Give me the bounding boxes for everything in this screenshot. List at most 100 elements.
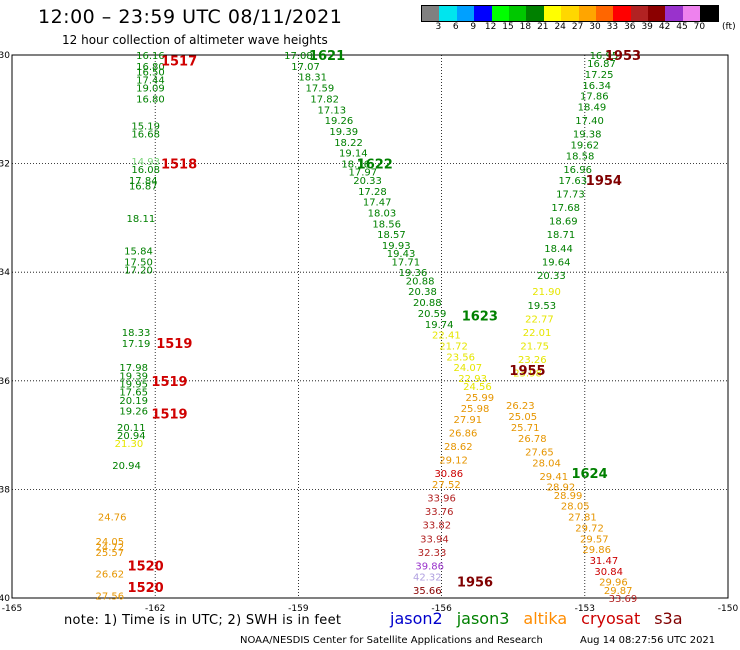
satellite-legend-jason3: jason3 xyxy=(456,609,510,628)
legend-swatch xyxy=(682,6,701,21)
swh-value-label: 23.56 xyxy=(446,352,475,363)
swh-value-label: 27.81 xyxy=(568,513,597,524)
legend-swatch xyxy=(700,6,718,21)
track-label: 1623 xyxy=(462,310,498,325)
legend-tick-label: 9 xyxy=(470,22,477,32)
swh-value-label: 22.77 xyxy=(525,314,554,325)
legend-swatch xyxy=(491,6,509,21)
legend-swatch xyxy=(508,6,527,21)
swh-value-label: 28.04 xyxy=(532,458,561,469)
swh-value-label: 16.80 xyxy=(136,94,165,105)
swh-value-label: 18.44 xyxy=(544,244,573,255)
swh-value-label: 17.73 xyxy=(556,189,585,200)
swh-value-label: 20.19 xyxy=(119,396,148,407)
swh-value-label: 18.69 xyxy=(549,217,578,228)
legend-tick-label: 36 xyxy=(624,22,636,32)
swh-value-label: 16.87 xyxy=(587,59,616,70)
footer-timestamp: Aug 14 08:27:56 UTC 2021 xyxy=(580,635,716,646)
legend-tick-label: 6 xyxy=(452,22,459,32)
swh-value-label: 32.33 xyxy=(418,548,447,559)
y-tick-label: -30 xyxy=(0,51,10,61)
swh-value-label: 24.72 xyxy=(96,542,125,553)
legend-swatch xyxy=(665,6,683,21)
swh-value-label: 20.38 xyxy=(408,287,437,298)
legend-swatch xyxy=(613,6,631,21)
swh-value-label: 19.26 xyxy=(325,116,354,127)
swh-value-label: 19.74 xyxy=(425,320,454,331)
swh-value-label: 19.26 xyxy=(119,407,148,418)
swh-value-label: 17.50 xyxy=(124,257,153,268)
swh-value-label: 18.11 xyxy=(127,214,156,225)
page-title: 12:00 – 23:59 UTC 08/11/2021 xyxy=(38,6,343,28)
swh-value-label: 16.87 xyxy=(129,181,158,192)
legend-swatch xyxy=(561,6,579,21)
swh-value-label: 42.32 xyxy=(413,572,442,583)
swh-value-label: 22.01 xyxy=(523,328,552,339)
legend-swatch xyxy=(422,6,440,21)
legend-tick-label: 70 xyxy=(693,22,706,32)
legend-swatch xyxy=(526,6,544,21)
swh-value-label: 19.38 xyxy=(573,130,602,141)
track-label: 1519 xyxy=(156,337,192,352)
swh-value-label: 21.30 xyxy=(115,439,144,450)
swh-value-label: 29.12 xyxy=(439,456,468,467)
swh-value-label: 26.23 xyxy=(506,401,535,412)
swh-value-label: 18.49 xyxy=(578,103,607,114)
swh-value-label: 20.11 xyxy=(117,423,146,434)
swh-value-label: 27.56 xyxy=(96,591,125,602)
swh-value-label: 24.76 xyxy=(98,513,127,524)
y-tick-label: -40 xyxy=(0,594,10,604)
swh-value-label: 16.95 xyxy=(590,51,619,62)
swh-value-label: 19.93 xyxy=(382,241,411,252)
swh-value-label: 29.96 xyxy=(599,578,628,589)
swh-value-label: 25.98 xyxy=(461,404,490,415)
swh-value-label: 17.40 xyxy=(575,116,604,127)
legend-swatch xyxy=(456,6,475,21)
legend-tick-label: 3 xyxy=(435,22,442,32)
swh-value-label: 22.41 xyxy=(432,331,461,342)
track-label: 1518 xyxy=(161,158,197,173)
swh-value-label: 26.78 xyxy=(518,434,547,445)
track-label: 1622 xyxy=(357,158,393,173)
swh-value-label: 19.09 xyxy=(136,84,165,95)
track-label: 1624 xyxy=(571,467,607,482)
legend-swatch xyxy=(578,6,596,21)
legend-tick-label: 24 xyxy=(554,22,566,32)
swh-value-label: 24.07 xyxy=(454,363,483,374)
swh-value-label: 33.94 xyxy=(420,534,449,545)
swh-value-label: 16.96 xyxy=(563,165,592,176)
y-tick-label: -34 xyxy=(0,268,10,278)
swh-value-label: 17.98 xyxy=(119,363,148,374)
track-label: 1519 xyxy=(151,407,187,422)
track-label: 1954 xyxy=(586,174,622,189)
x-tick-label: -159 xyxy=(288,604,309,614)
map-frame xyxy=(11,54,729,599)
y-tick-label: -32 xyxy=(0,160,10,170)
legend-tick-label: 18 xyxy=(519,22,532,32)
swh-value-label: 18.33 xyxy=(122,328,151,339)
swh-value-label: 19.39 xyxy=(329,127,358,138)
swh-value-label: 20.94 xyxy=(112,461,141,472)
swh-value-label: 27.52 xyxy=(432,480,461,491)
legend-swatch xyxy=(630,6,649,21)
legend-tick-label: 45 xyxy=(676,22,688,32)
legend-tick-label: 21 xyxy=(537,22,549,32)
swh-value-label: 18.58 xyxy=(566,151,595,162)
track-label: 1520 xyxy=(128,559,164,574)
swh-value-label: 17.63 xyxy=(559,176,588,187)
swh-value-label: 28.05 xyxy=(561,502,590,513)
satellite-legend: jason2 jason3 altika cryosat s3a xyxy=(390,609,697,628)
swh-value-label: 17.25 xyxy=(585,70,614,81)
legend-tick-label: 39 xyxy=(641,22,653,32)
swh-value-label: 19.43 xyxy=(387,249,416,260)
swh-value-label: 28.99 xyxy=(554,491,583,502)
swh-value-label: 16.16 xyxy=(136,51,165,62)
swh-value-label: 28.92 xyxy=(547,483,576,494)
track-label: 1520 xyxy=(128,581,164,596)
swh-value-label: 20.59 xyxy=(418,309,447,320)
legend-swatch xyxy=(648,6,666,21)
swh-value-label: 15.84 xyxy=(124,246,153,257)
track-label: 1519 xyxy=(151,375,187,390)
swh-value-label: 28.62 xyxy=(444,442,473,453)
swh-value-label: 18.22 xyxy=(334,138,363,149)
